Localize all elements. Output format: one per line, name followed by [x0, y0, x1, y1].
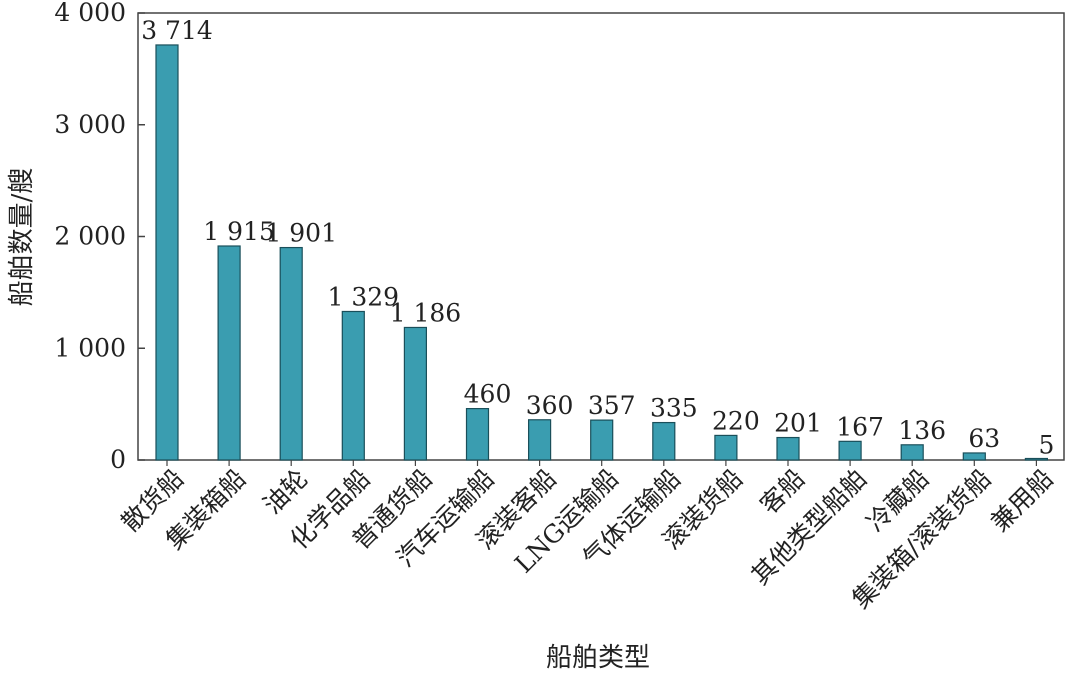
- bar: [776, 436, 800, 461]
- data-label: 220: [712, 406, 760, 435]
- bar: [527, 419, 552, 461]
- bar: [279, 246, 303, 461]
- y-tick-label: 2 000: [54, 222, 126, 251]
- category-label: 油轮: [258, 464, 314, 520]
- bar: [714, 434, 738, 461]
- data-label: 63: [968, 424, 1000, 453]
- bar: [403, 326, 427, 461]
- data-label: 357: [588, 391, 636, 420]
- bar: [652, 421, 676, 461]
- y-tick-label: 0: [110, 445, 126, 474]
- y-tick-label: 4 000: [54, 0, 126, 27]
- bar: [900, 444, 924, 461]
- bar: [962, 452, 986, 461]
- bar: [590, 419, 614, 461]
- data-label: 335: [650, 394, 698, 423]
- category-label: 客船: [754, 464, 810, 520]
- bar: [465, 407, 490, 461]
- data-label: 1 901: [265, 219, 337, 248]
- data-label: 136: [898, 416, 946, 445]
- data-label: 1 329: [328, 282, 400, 311]
- bar: [341, 310, 365, 461]
- x-axis-title: 船舶类型: [546, 643, 650, 673]
- category-label: 兼用船: [985, 464, 1059, 538]
- data-label: 3 714: [141, 16, 213, 45]
- y-axis-title: 船舶数量/艘: [7, 168, 37, 307]
- y-ticks: 0 1 000 2 000 3 000 4 000: [54, 0, 145, 474]
- category-label: 其他类型船舶: [746, 464, 873, 591]
- bar: [217, 245, 241, 461]
- data-label: 1 186: [390, 298, 462, 327]
- y-tick-label: 3 000: [54, 110, 126, 139]
- bar: [838, 440, 862, 461]
- data-label: 167: [836, 412, 884, 441]
- data-label: 460: [464, 380, 512, 409]
- bars: [155, 44, 1049, 461]
- data-label: 360: [526, 391, 574, 420]
- y-tick-label: 1 000: [54, 333, 126, 362]
- data-label: 1 915: [203, 217, 275, 246]
- data-label: 5: [1038, 430, 1054, 459]
- bar: [155, 44, 179, 461]
- data-label: 201: [774, 409, 822, 438]
